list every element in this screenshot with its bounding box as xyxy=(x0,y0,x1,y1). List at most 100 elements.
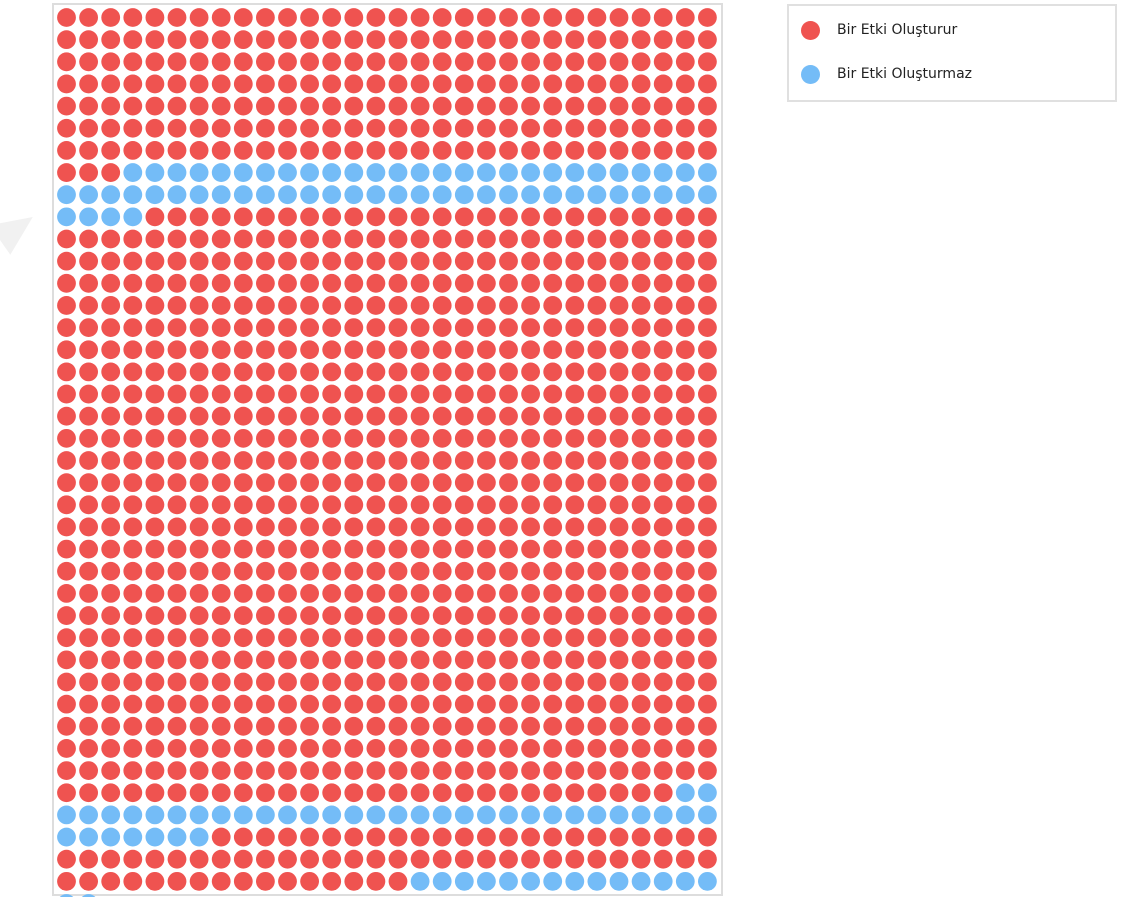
waffle-dot-etki-olusturur xyxy=(300,871,319,891)
waffle-dot-etki-olusturur xyxy=(698,207,717,227)
waffle-dot-etki-olusturur xyxy=(587,561,607,581)
waffle-dot-etki-olusturur xyxy=(300,384,319,404)
waffle-dot-etki-olusturur xyxy=(388,318,408,337)
waffle-dot-etki-olusturmaz xyxy=(521,163,540,182)
waffle-dot-etki-olusturur xyxy=(278,384,297,404)
waffle-dot-etki-olusturur xyxy=(609,650,629,670)
waffle-dot-etki-olusturur xyxy=(101,229,121,249)
waffle-dot-etki-olusturur xyxy=(167,30,187,50)
waffle-dot-etki-olusturur xyxy=(57,52,76,72)
waffle-dot-etki-olusturur xyxy=(167,406,187,426)
waffle-dot-etki-olusturur xyxy=(322,849,342,869)
waffle-dot-etki-olusturur xyxy=(79,52,98,72)
waffle-dot-etki-olusturur xyxy=(410,52,430,72)
waffle-dot-etki-olusturur xyxy=(499,606,518,625)
waffle-dot-etki-olusturur xyxy=(454,561,474,581)
waffle-dot-etki-olusturmaz xyxy=(698,163,717,182)
waffle-dot-etki-olusturur xyxy=(432,362,452,382)
waffle-dot-etki-olusturur xyxy=(565,694,585,714)
waffle-dot-etki-olusturur xyxy=(322,229,342,249)
waffle-dot-etki-olusturur xyxy=(211,672,231,692)
waffle-dot-etki-olusturur xyxy=(477,384,496,404)
waffle-dot-etki-olusturmaz xyxy=(322,805,342,825)
waffle-dot-etki-olusturur xyxy=(477,517,496,537)
waffle-dot-etki-olusturur xyxy=(454,384,474,404)
waffle-dot-etki-olusturur xyxy=(675,362,695,382)
waffle-dot-etki-olusturur xyxy=(653,672,673,692)
waffle-dot-etki-olusturur xyxy=(366,296,386,315)
waffle-dot-etki-olusturur xyxy=(322,451,342,470)
waffle-dot-etki-olusturur xyxy=(366,739,386,758)
waffle-dot-etki-olusturmaz xyxy=(499,185,518,205)
legend-item-etki-olusturmaz[interactable]: Bir Etki Oluşturmaz xyxy=(801,65,972,84)
waffle-dot-etki-olusturur xyxy=(189,849,209,869)
waffle-dot-etki-olusturur xyxy=(322,362,342,382)
waffle-dot-etki-olusturur xyxy=(233,52,253,72)
waffle-dot-etki-olusturur xyxy=(211,761,231,780)
waffle-dot-etki-olusturur xyxy=(565,739,585,758)
waffle-dot-etki-olusturur xyxy=(653,118,673,138)
waffle-dot-etki-olusturur xyxy=(79,8,98,27)
waffle-dot-etki-olusturur xyxy=(454,251,474,271)
waffle-dot-etki-olusturur xyxy=(189,296,209,315)
waffle-dot-etki-olusturmaz xyxy=(499,163,518,182)
waffle-dot-etki-olusturur xyxy=(521,606,540,625)
waffle-dot-etki-olusturur xyxy=(543,473,563,493)
waffle-dot-etki-olusturur xyxy=(609,606,629,625)
waffle-dot-etki-olusturur xyxy=(79,473,98,493)
waffle-dot-etki-olusturmaz xyxy=(101,207,121,227)
waffle-dot-etki-olusturur xyxy=(57,650,76,670)
waffle-dot-etki-olusturur xyxy=(79,318,98,337)
waffle-dot-etki-olusturur xyxy=(499,52,518,72)
waffle-dot-etki-olusturur xyxy=(675,428,695,448)
waffle-dot-etki-olusturur xyxy=(454,141,474,160)
waffle-dot-etki-olusturur xyxy=(587,141,607,160)
waffle-dot-etki-olusturmaz xyxy=(79,805,98,825)
waffle-dot-etki-olusturur xyxy=(344,650,364,670)
waffle-dot-etki-olusturur xyxy=(631,584,651,603)
waffle-dot-etki-olusturur xyxy=(189,716,209,736)
waffle-dot-etki-olusturur xyxy=(322,428,342,448)
waffle-dot-etki-olusturur xyxy=(653,849,673,869)
waffle-dot-etki-olusturur xyxy=(653,517,673,537)
waffle-dot-etki-olusturur xyxy=(189,96,209,116)
waffle-dot-etki-olusturur xyxy=(344,584,364,603)
waffle-dot-etki-olusturur xyxy=(123,30,143,50)
waffle-dot-etki-olusturur xyxy=(565,318,585,337)
waffle-dot-etki-olusturur xyxy=(521,451,540,470)
waffle-dot-etki-olusturur xyxy=(123,650,143,670)
waffle-dot-etki-olusturur xyxy=(499,30,518,50)
waffle-dot-etki-olusturmaz xyxy=(101,805,121,825)
waffle-dot-etki-olusturur xyxy=(366,628,386,648)
waffle-dot-etki-olusturur xyxy=(565,628,585,648)
waffle-dot-etki-olusturur xyxy=(698,716,717,736)
waffle-dot-etki-olusturur xyxy=(477,340,496,360)
waffle-dot-etki-olusturur xyxy=(278,871,297,891)
legend-item-etki-olusturur[interactable]: Bir Etki Oluşturur xyxy=(801,21,957,40)
waffle-dot-etki-olusturur xyxy=(521,384,540,404)
waffle-dot-etki-olusturmaz xyxy=(609,163,629,182)
waffle-dot-etki-olusturur xyxy=(388,451,408,470)
waffle-dot-etki-olusturur xyxy=(123,739,143,758)
waffle-dot-etki-olusturur xyxy=(233,362,253,382)
waffle-dot-etki-olusturur xyxy=(631,672,651,692)
waffle-dot-etki-olusturur xyxy=(167,273,187,293)
waffle-dot-etki-olusturur xyxy=(675,296,695,315)
waffle-dot-etki-olusturur xyxy=(189,539,209,559)
waffle-dot-etki-olusturur xyxy=(698,74,717,94)
waffle-dot-etki-olusturur xyxy=(631,52,651,72)
waffle-dot-etki-olusturur xyxy=(587,96,607,116)
waffle-dot-etki-olusturmaz xyxy=(631,871,651,891)
waffle-dot-etki-olusturur xyxy=(300,849,319,869)
waffle-dot-etki-olusturur xyxy=(521,118,540,138)
waffle-dot-etki-olusturur xyxy=(653,473,673,493)
waffle-dot-etki-olusturur xyxy=(322,251,342,271)
waffle-dot-etki-olusturur xyxy=(609,74,629,94)
waffle-dot-etki-olusturur xyxy=(300,451,319,470)
waffle-dot-etki-olusturur xyxy=(79,606,98,625)
waffle-dot-etki-olusturur xyxy=(432,207,452,227)
waffle-dot-etki-olusturur xyxy=(499,251,518,271)
waffle-dot-etki-olusturur xyxy=(101,849,121,869)
waffle-dot-etki-olusturur xyxy=(499,473,518,493)
waffle-dot-etki-olusturmaz xyxy=(675,871,695,891)
